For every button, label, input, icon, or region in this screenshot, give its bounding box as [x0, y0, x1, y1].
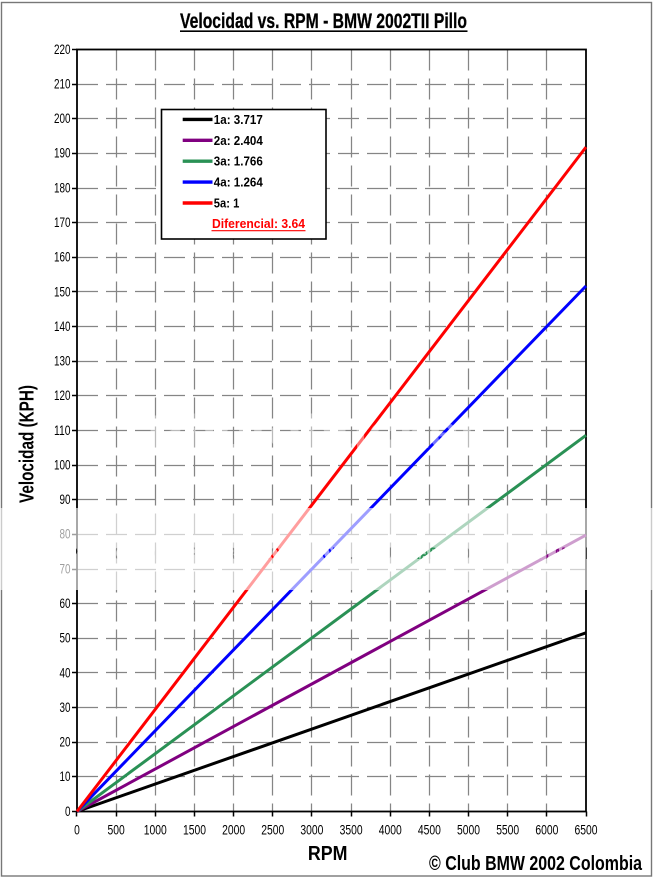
svg-text:1500: 1500	[183, 823, 206, 838]
svg-text:20: 20	[60, 735, 71, 750]
svg-text:5000: 5000	[457, 823, 480, 838]
svg-text:3a: 1.766: 3a: 1.766	[214, 155, 263, 169]
svg-text:3000: 3000	[300, 823, 323, 838]
svg-text:120: 120	[54, 388, 71, 403]
svg-text:5500: 5500	[496, 823, 519, 838]
svg-text:140: 140	[54, 319, 71, 334]
svg-text:100: 100	[54, 457, 71, 472]
svg-text:50: 50	[60, 631, 71, 646]
svg-text:40: 40	[60, 665, 71, 680]
svg-text:30: 30	[60, 700, 71, 715]
svg-text:150: 150	[54, 284, 71, 299]
svg-text:130: 130	[54, 354, 71, 369]
svg-text:170: 170	[54, 215, 71, 230]
svg-text:180: 180	[54, 180, 71, 195]
svg-text:6500: 6500	[575, 823, 598, 838]
svg-text:RPM: RPM	[308, 843, 348, 865]
svg-text:4000: 4000	[379, 823, 402, 838]
svg-text:4500: 4500	[418, 823, 441, 838]
svg-text:6000: 6000	[535, 823, 558, 838]
svg-text:4a: 1.264: 4a: 1.264	[214, 176, 263, 190]
svg-text:2a: 2.404: 2a: 2.404	[214, 134, 263, 148]
svg-text:Diferencial: 3.64: Diferencial: 3.64	[212, 216, 306, 231]
svg-text:© Club BMW 2002 Colombia: © Club BMW 2002 Colombia	[429, 853, 643, 875]
svg-text:1a: 3.717: 1a: 3.717	[214, 113, 263, 127]
svg-text:210: 210	[54, 76, 71, 91]
svg-text:200: 200	[54, 111, 71, 126]
svg-text:500: 500	[108, 823, 125, 838]
svg-text:10: 10	[60, 769, 71, 784]
svg-text:2500: 2500	[261, 823, 284, 838]
svg-text:90: 90	[60, 492, 71, 507]
svg-text:110: 110	[54, 423, 71, 438]
svg-text:Photobucket: Photobucket	[147, 405, 477, 458]
svg-text:1000: 1000	[144, 823, 167, 838]
svg-text:190: 190	[54, 146, 71, 161]
svg-text:220: 220	[54, 42, 71, 57]
svg-text:3500: 3500	[340, 823, 363, 838]
svg-text:0: 0	[65, 804, 71, 819]
svg-text:5a: 1: 5a: 1	[214, 197, 240, 211]
svg-text:0: 0	[74, 823, 80, 838]
svg-text:60: 60	[60, 596, 71, 611]
svg-text:Velocidad (KPH): Velocidad (KPH)	[17, 385, 39, 503]
svg-text:Velocidad vs. RPM - BMW 2002TI: Velocidad vs. RPM - BMW 2002TII Pillo	[180, 8, 467, 33]
svg-text:160: 160	[54, 250, 71, 265]
svg-text:2000: 2000	[222, 823, 245, 838]
